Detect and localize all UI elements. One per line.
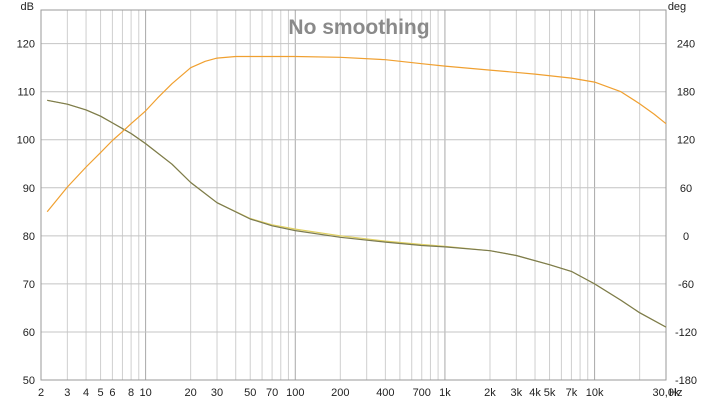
x-tick-label: 8 <box>128 387 134 399</box>
y-right-tick-label: 60 <box>680 183 692 195</box>
y-left-tick-label: 120 <box>17 39 35 51</box>
x-tick-label: 7k <box>566 387 578 399</box>
x-tick-label: 5k <box>544 387 556 399</box>
x-tick-label: 10 <box>139 387 151 399</box>
x-tick-label: 10k <box>586 387 604 399</box>
y-right-tick-label: 180 <box>677 87 695 99</box>
x-tick-label: 3 <box>64 387 70 399</box>
x-tick-label: 1k <box>439 387 451 399</box>
y-left-tick-label: 110 <box>17 87 35 99</box>
y-left-tick-label: 100 <box>17 135 35 147</box>
series-line-2 <box>47 99 667 328</box>
x-tick-label: 5 <box>97 387 103 399</box>
x-tick-label: 400 <box>376 387 394 399</box>
y-left-tick-label: 70 <box>23 279 35 291</box>
x-tick-label: 3k <box>511 387 523 399</box>
x-tick-label: 200 <box>331 387 349 399</box>
x-tick-label: 50 <box>244 387 256 399</box>
x-tick-label: 70 <box>266 387 278 399</box>
x-tick-label: 20 <box>185 387 197 399</box>
plot-frame <box>40 9 667 381</box>
right-axis-unit: deg <box>668 1 686 13</box>
y-right-tick-label: 240 <box>677 39 695 51</box>
x-tick-label: 2k <box>484 387 496 399</box>
series-line-3 <box>46 55 667 213</box>
left-axis-unit: dB <box>21 1 34 13</box>
y-right-tick-label: 120 <box>677 135 695 147</box>
y-right-tick-label: -60 <box>678 279 694 291</box>
x-tick-label: 6 <box>109 387 115 399</box>
x-tick-label: 4 <box>83 387 89 399</box>
ticks-layer: 2 3 4 5 6 8 10 20 30 50 70 100 200 400 700 1k 2k 3k 4k 5k 7k… <box>17 39 697 399</box>
x-axis-unit: Hz <box>669 387 682 399</box>
y-left-tick-label: 60 <box>23 327 35 339</box>
y-right-tick-label: -120 <box>675 327 697 339</box>
x-tick-label: 100 <box>286 387 304 399</box>
y-right-tick-label: 0 <box>683 231 689 243</box>
y-left-tick-label: 80 <box>23 231 35 243</box>
y-left-tick-label: 90 <box>23 183 35 195</box>
x-tick-label: 700 <box>413 387 431 399</box>
x-tick-label: 30,0k <box>653 387 680 399</box>
x-tick-label: 2 <box>38 387 44 399</box>
x-tick-label: 30 <box>211 387 223 399</box>
series-layer <box>46 55 667 328</box>
y-left-tick-label: 50 <box>23 375 35 387</box>
chart-title: No smoothing <box>288 16 429 39</box>
y-right-tick-label: -180 <box>675 375 697 387</box>
x-tick-label: 4k <box>529 387 541 399</box>
